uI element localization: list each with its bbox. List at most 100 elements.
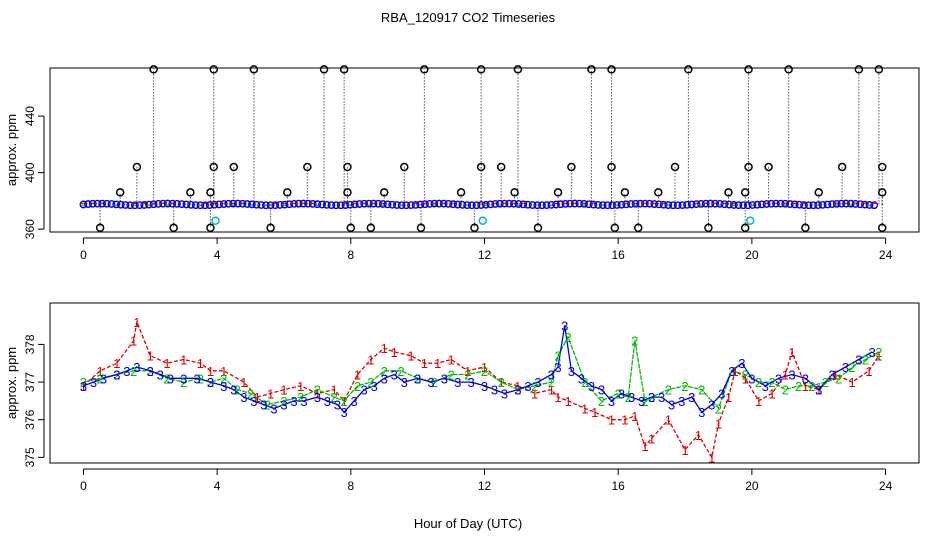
- baseline-point: [421, 200, 429, 209]
- baseline-point: [725, 200, 734, 209]
- series-2-marker: 2: [381, 364, 388, 379]
- top-marks: [79, 65, 887, 233]
- outlier-point: [670, 162, 680, 172]
- outlier-point: [476, 162, 486, 172]
- series-2-marker: 2: [330, 390, 337, 405]
- series-3-marker: 3: [815, 383, 822, 398]
- series-1-marker: 1: [648, 432, 655, 447]
- series-1-marker: 1: [113, 356, 120, 371]
- outlier-point: [343, 188, 352, 197]
- baseline-point: [758, 200, 766, 209]
- series-1-marker: 1: [314, 386, 321, 401]
- series-1-marker: 1: [97, 364, 104, 379]
- baseline-point: [318, 200, 326, 209]
- baseline-point: [533, 201, 542, 210]
- series-3-marker: 3: [561, 319, 568, 334]
- series-1-marker: 1: [514, 379, 521, 394]
- series-3-marker: 3: [524, 379, 531, 394]
- series-3-marker: 3: [334, 398, 341, 413]
- outlier-point: [874, 65, 884, 74]
- series-2-marker: 2: [234, 383, 241, 398]
- series-3-marker: 3: [828, 368, 835, 383]
- baseline-point: [187, 200, 195, 209]
- series-2-marker: 2: [808, 379, 815, 394]
- series-3-marker: 3: [314, 390, 321, 405]
- outlier-point: [456, 188, 466, 197]
- baseline-point: [149, 200, 158, 209]
- series-1-marker: 1: [815, 383, 822, 398]
- series-3-marker: 3: [220, 379, 227, 394]
- baseline-point: [818, 200, 827, 209]
- outlier-point: [400, 162, 409, 172]
- outlier-point: [607, 162, 616, 172]
- outlier-point: [496, 162, 506, 172]
- series-3-marker: 3: [618, 386, 625, 401]
- series-3-marker: 3: [207, 375, 214, 390]
- baseline-point: [753, 200, 762, 209]
- series-2-marker: 2: [698, 383, 705, 398]
- series-2-marker: 2: [447, 368, 454, 383]
- baseline-point: [88, 199, 97, 208]
- series-2-marker: 2: [97, 371, 104, 386]
- outlier-point: [303, 162, 312, 172]
- baseline-point: [336, 201, 345, 210]
- series-3-marker: 3: [869, 345, 876, 360]
- baseline-point: [683, 200, 691, 209]
- series-2-marker: 2: [354, 379, 361, 394]
- outlier-point: [610, 223, 620, 233]
- series-2-marker: 2: [431, 375, 438, 390]
- baseline-point: [79, 200, 88, 209]
- bottom-x-axis: 0 4 8 12 16 20 24: [80, 468, 893, 493]
- baseline-point: [463, 201, 472, 210]
- x-tick-label: 16: [612, 479, 626, 493]
- baseline-point: [804, 201, 813, 210]
- series-2-marker: 2: [341, 394, 348, 409]
- top-y-axis: 360 400 440: [23, 106, 45, 239]
- top-y-axis-label: approx. ppm: [4, 114, 19, 186]
- baseline-point: [589, 200, 598, 209]
- baseline-point: [481, 200, 490, 209]
- series-2-marker: 2: [581, 375, 588, 390]
- outlier-point: [533, 223, 543, 233]
- series-2-marker: 2: [498, 375, 505, 390]
- outlier-point: [343, 162, 352, 172]
- series-3-marker: 3: [775, 371, 782, 386]
- baseline-point: [430, 199, 439, 208]
- series-2-marker: 2: [835, 371, 842, 386]
- baseline-point: [552, 200, 560, 209]
- outlier-point: [470, 223, 479, 233]
- baseline-point: [655, 200, 663, 209]
- outlier-point: [877, 162, 887, 172]
- y-tick-label: 360: [23, 219, 37, 239]
- baseline-point: [266, 201, 275, 210]
- series-1-marker: 1: [548, 383, 555, 398]
- baseline-point: [524, 200, 532, 209]
- outlier-point: [587, 65, 596, 74]
- outlier-point: [724, 188, 733, 197]
- series-3-marker: 3: [628, 390, 635, 405]
- baseline-point: [407, 201, 415, 210]
- baseline-point: [800, 201, 808, 209]
- baseline-point: [280, 200, 289, 209]
- outlier-point: [416, 223, 426, 233]
- series-1-marker: 1: [80, 379, 87, 394]
- outlier-point: [784, 65, 793, 74]
- baseline-point: [486, 200, 495, 209]
- baseline-point: [626, 200, 635, 208]
- baseline-point: [219, 200, 228, 208]
- baseline-point: [285, 200, 294, 209]
- series-1-marker: 1: [280, 383, 287, 398]
- outlier-point: [510, 188, 519, 197]
- series-2-marker: 2: [548, 375, 555, 390]
- series-1-marker: 1: [498, 375, 505, 390]
- series-1-marker: 1: [341, 394, 348, 409]
- series-3-marker: 3: [401, 375, 408, 390]
- top-panel: 0 4 8 12 16 20 24 360 400 440 approx. ppm: [4, 65, 920, 262]
- series-2-marker: 2: [728, 364, 735, 379]
- series-1-marker: 1: [608, 413, 615, 428]
- series-1-marker: 1: [381, 341, 388, 356]
- series-1-marker: 1: [581, 401, 588, 416]
- series-1-marker: 1: [133, 315, 140, 330]
